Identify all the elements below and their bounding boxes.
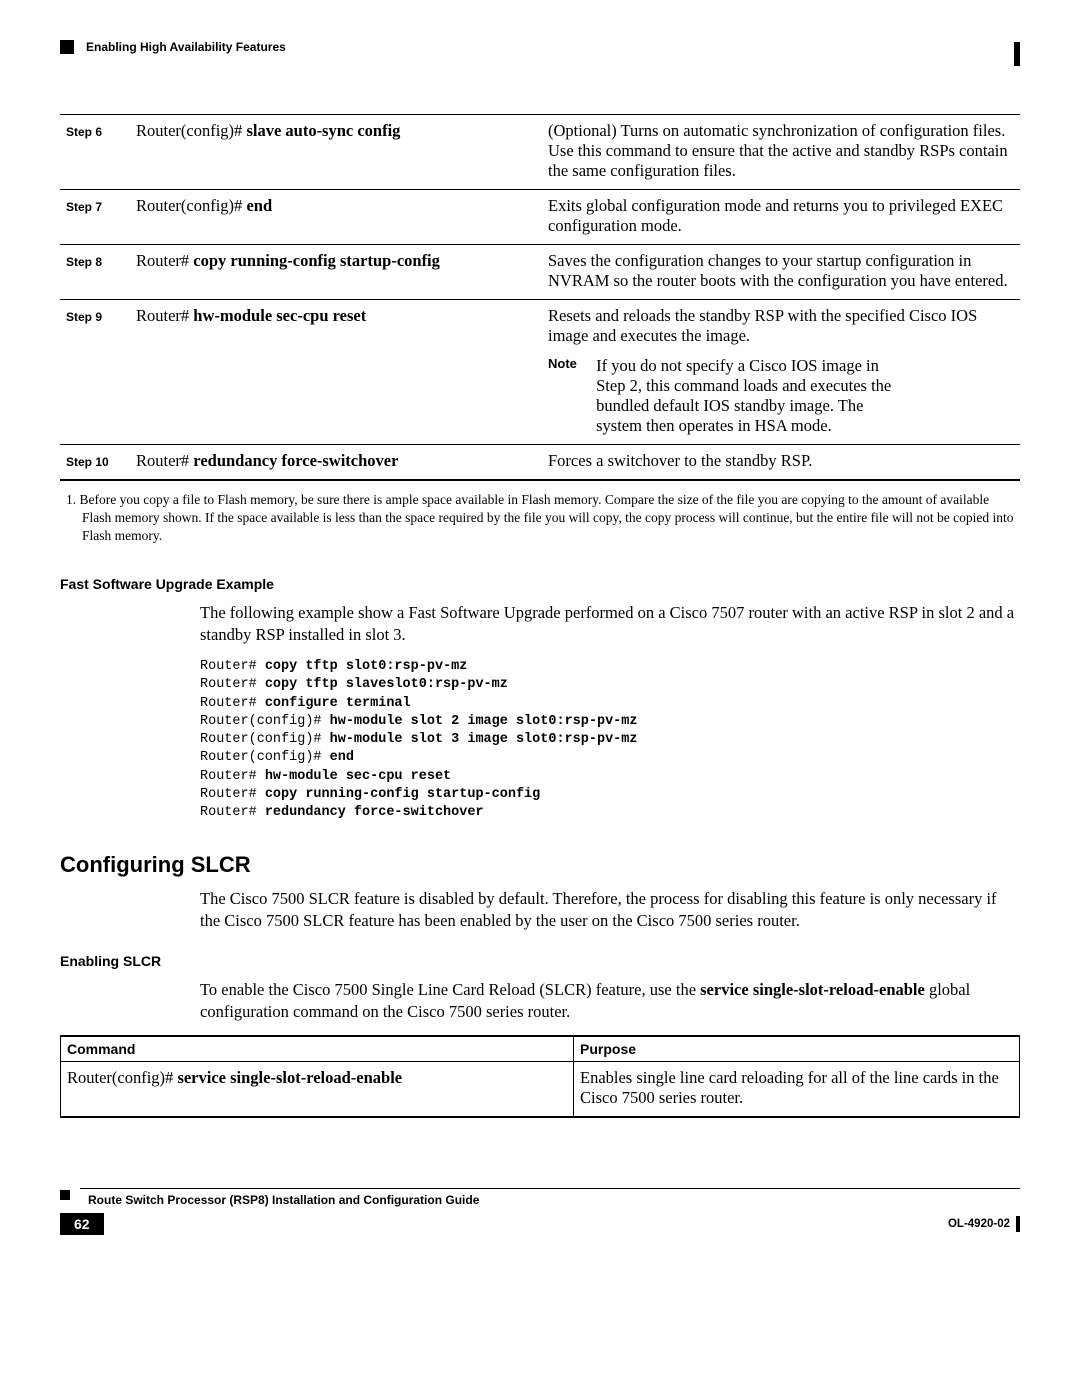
slcr-heading: Configuring SLCR [60,852,1020,878]
code-example: Router# copy tftp slot0:rsp-pv-mz Router… [200,658,1020,822]
text-bold: service single-slot-reload-enable [700,980,925,999]
command-table: Command Purpose Router(config)# service … [60,1035,1020,1118]
step-label: Step 10 [60,445,130,481]
footer-title-row: Route Switch Processor (RSP8) Installati… [60,1188,1020,1213]
doc-id-block: OL-4920-02 [948,1216,1020,1232]
code-line: Router# redundancy force-switchover [200,805,484,820]
document-page: Enabling High Availability Features Step… [0,0,1080,1265]
cmd-bold: slave auto-sync config [246,121,400,140]
table-header-row: Command Purpose [61,1036,1020,1062]
enabling-slcr-text: To enable the Cisco 7500 Single Line Car… [200,979,1020,1024]
code-line: Router# hw-module sec-cpu reset [200,769,451,784]
step-row: Step 9 Router# hw-module sec-cpu reset R… [60,300,1020,445]
example-intro: The following example show a Fast Softwa… [200,602,1020,647]
cmd-bold: end [246,196,272,215]
step-command: Router# hw-module sec-cpu reset [130,300,542,445]
footer-bar-icon [1016,1216,1020,1232]
table-row: Router(config)# service single-slot-relo… [61,1062,1020,1118]
step-command: Router# redundancy force-switchover [130,445,542,481]
step-desc: Saves the configuration changes to your … [542,245,1020,300]
cmd-cell: Router(config)# service single-slot-relo… [61,1062,574,1118]
step-row: Step 10 Router# redundancy force-switcho… [60,445,1020,481]
footer-bottom-row: 62 OL-4920-02 [60,1213,1020,1235]
cmd-prefix: Router# [136,251,193,270]
step-desc: Resets and reloads the standby RSP with … [548,306,1014,346]
code-line: Router# copy tftp slaveslot0:rsp-pv-mz [200,677,508,692]
page-number: 62 [60,1213,104,1235]
code-line: Router(config)# hw-module slot 3 image s… [200,732,637,747]
header-section-title: Enabling High Availability Features [86,40,286,54]
col-purpose: Purpose [574,1036,1020,1062]
cmd-bold: service single-slot-reload-enable [177,1068,402,1087]
example-heading: Fast Software Upgrade Example [60,576,1020,592]
code-line: Router(config)# hw-module slot 2 image s… [200,714,637,729]
cmd-bold: copy running-config startup-config [193,251,440,270]
table-footnote: 1. Before you copy a file to Flash memor… [60,491,1020,546]
step-row: Step 7 Router(config)# end Exits global … [60,190,1020,245]
crop-mark [1014,42,1020,66]
footer-rule [80,1188,1020,1189]
cmd-bold: hw-module sec-cpu reset [193,306,366,325]
page-number-block: 62 [60,1213,104,1235]
footer-guide-title: Route Switch Processor (RSP8) Installati… [88,1193,1020,1207]
note-label: Note [548,356,592,371]
step-desc: Forces a switchover to the standby RSP. [542,445,1020,481]
step-command: Router(config)# end [130,190,542,245]
footer-square-icon [60,1190,70,1200]
step-label: Step 9 [60,300,130,445]
enabling-slcr-heading: Enabling SLCR [60,953,1020,969]
col-command: Command [61,1036,574,1062]
cmd-bold: redundancy force-switchover [193,451,398,470]
code-line: Router# copy tftp slot0:rsp-pv-mz [200,659,467,674]
note-body: If you do not specify a Cisco IOS image … [596,356,896,436]
step-row: Step 8 Router# copy running-config start… [60,245,1020,300]
cmd-prefix: Router(config)# [136,196,246,215]
page-footer: Route Switch Processor (RSP8) Installati… [60,1188,1020,1235]
text-pre: To enable the Cisco 7500 Single Line Car… [200,980,700,999]
slcr-para: The Cisco 7500 SLCR feature is disabled … [200,888,1020,933]
cmd-prefix: Router(config)# [136,121,246,140]
code-line: Router# copy running-config startup-conf… [200,787,540,802]
page-header: Enabling High Availability Features [60,40,1020,54]
step-command: Router# copy running-config startup-conf… [130,245,542,300]
cmd-prefix: Router# [136,451,193,470]
step-label: Step 7 [60,190,130,245]
header-square-icon [60,40,74,54]
purpose-cell: Enables single line card reloading for a… [574,1062,1020,1118]
step-command: Router(config)# slave auto-sync config [130,115,542,190]
cmd-prefix: Router# [136,306,193,325]
code-line: Router(config)# end [200,750,354,765]
step-row: Step 6 Router(config)# slave auto-sync c… [60,115,1020,190]
step-label: Step 6 [60,115,130,190]
step-label: Step 8 [60,245,130,300]
cmd-prefix: Router(config)# [67,1068,177,1087]
step-note: Note If you do not specify a Cisco IOS i… [548,356,1014,436]
code-line: Router# configure terminal [200,696,411,711]
steps-table: Step 6 Router(config)# slave auto-sync c… [60,114,1020,481]
step-desc-cell: Resets and reloads the standby RSP with … [542,300,1020,445]
doc-id: OL-4920-02 [948,1218,1010,1230]
step-desc: (Optional) Turns on automatic synchroniz… [542,115,1020,190]
step-desc: Exits global configuration mode and retu… [542,190,1020,245]
